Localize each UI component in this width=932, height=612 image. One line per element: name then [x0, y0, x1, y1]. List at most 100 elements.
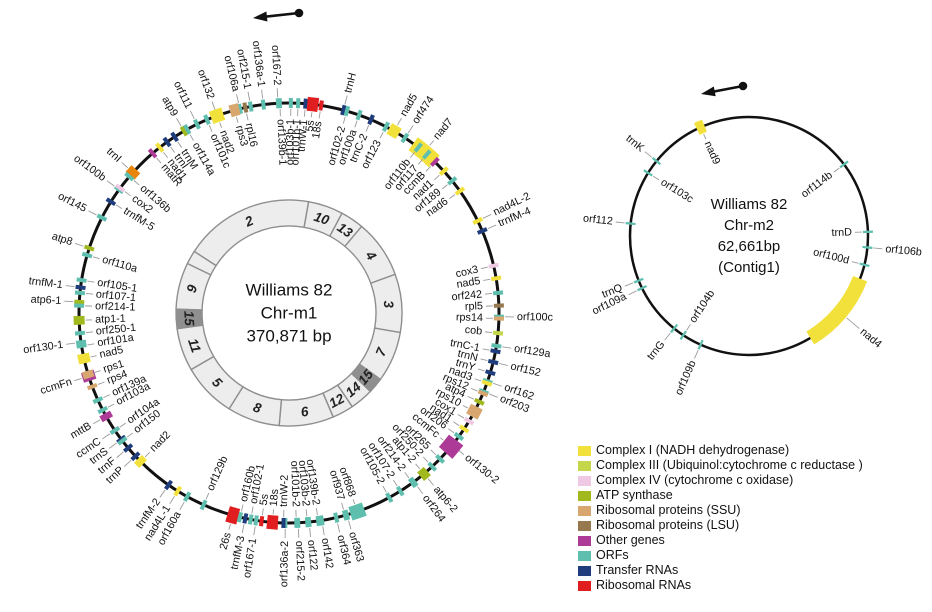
- gene-leader-trnfM-2: [159, 489, 166, 498]
- gene-block-trnC-1: [490, 348, 501, 355]
- gene-block-orf206: [453, 431, 465, 442]
- gene-block-cox3: [488, 262, 499, 269]
- legend-item-rrna: Ribosomal RNAs: [578, 578, 863, 593]
- gene-block-orf214-2: [407, 477, 418, 489]
- gene-block-nad1: [438, 166, 449, 176]
- gene-block-orf937: [341, 510, 349, 521]
- legend-swatch-lsu: [578, 520, 591, 531]
- gene-label-orf129a: orf129a: [513, 343, 551, 361]
- gene-leader-mttB: [92, 419, 101, 425]
- gene-leader-orf189: [441, 184, 448, 190]
- gene-leader-orf265: [430, 449, 437, 456]
- gene-leader-trnP: [124, 459, 132, 467]
- gene-block-rps3: [228, 103, 241, 118]
- gene-leader-cox1: [457, 414, 465, 419]
- gene-leader-orf100d: [851, 261, 859, 264]
- gene-block-trnY: [484, 369, 496, 377]
- gene-label-atp6-1: atp6-1: [30, 293, 61, 307]
- gene-leader-orf474: [407, 125, 414, 134]
- gene-leader-orf109a: [628, 290, 637, 296]
- gene-block-nad5: [386, 123, 402, 140]
- gene-leader-trnfM-1: [65, 285, 75, 288]
- gene-label-orf130-1: orf130-1: [23, 339, 64, 356]
- legend: Complex I (NADH dehydrogenase) Complex II…: [578, 443, 863, 593]
- ring-segment-number-12: 12: [327, 390, 348, 411]
- chr-m1-title-line-2: Chr-m1: [261, 304, 318, 323]
- gene-label-orf250-1: orf250-1: [95, 322, 136, 338]
- gene-label-atp9: atp9: [159, 94, 180, 118]
- gene-label-orf167-2: orf167-2: [269, 45, 283, 86]
- gene-block-cox2: [114, 183, 126, 193]
- ring-segment-number-9: 9: [184, 283, 200, 294]
- gene-block-orf189: [447, 176, 458, 186]
- gene-leader-nad4L-2: [482, 213, 492, 219]
- legend-item-c1: Complex I (NADH dehydrogenase): [578, 443, 863, 458]
- gene-block-orf102-1: [247, 514, 254, 525]
- direction-arrow-chr-m2-head: [701, 86, 716, 97]
- gene-block-orf123: [381, 121, 391, 133]
- gene-label-rps14: rps14: [456, 311, 483, 324]
- gene-label-orf242: orf242: [451, 288, 483, 303]
- gene-label-26s: 26s: [218, 531, 234, 552]
- gene-leader-trnC-1: [482, 348, 490, 351]
- legend-item-lsu: Ribosomal proteins (LSU): [578, 518, 863, 533]
- legend-label-rrna: Ribosomal RNAs: [596, 578, 692, 592]
- gene-label-nad5: nad5: [456, 275, 482, 291]
- gene-block-26s: [225, 506, 241, 525]
- gene-label-orf136a-2: orf136a-2: [278, 541, 291, 587]
- gene-label-orf103c: orf103c: [658, 176, 695, 206]
- gene-leader-nad6: [449, 194, 456, 199]
- gene-block-trnI: [125, 165, 141, 180]
- gene-leader-18s: [318, 111, 321, 119]
- gene-block-trnM: [170, 131, 180, 143]
- chr-m1-title-line-1: Williams 82: [246, 281, 333, 300]
- gene-label-mttB: mttB: [68, 420, 93, 441]
- legend-label-trna: Transfer RNAs: [596, 563, 679, 577]
- gene-leader-trnS: [109, 442, 117, 449]
- gene-block-nad7: [408, 137, 440, 168]
- gene-label-nad2: nad2: [148, 429, 173, 454]
- gene-block-atp9: [179, 125, 189, 137]
- legend-label-atp: ATP synthase: [596, 488, 673, 502]
- gene-leader-orf129b: [205, 492, 210, 500]
- gene-label-nad9: nad9: [702, 139, 723, 166]
- legend-label-c4: Complex IV (cytochrome c oxidase): [596, 473, 794, 487]
- gene-leader-orf109b: [694, 350, 699, 359]
- gene-block-orf109a: [637, 284, 648, 292]
- gene-block-rpl16: [242, 102, 249, 113]
- gene-label-orf103b-1: orf103b-1: [284, 119, 296, 165]
- gene-leader-orf114b: [833, 167, 840, 173]
- gene-label-rpl16: rpl16: [243, 122, 260, 148]
- gene-label-rps1: rps1: [102, 358, 126, 376]
- gene-block-cob: [492, 330, 504, 336]
- gene-leader-orf167-1: [253, 526, 256, 536]
- gene-block-orf117: [422, 149, 432, 160]
- gene-block-trnP: [130, 451, 141, 462]
- gene-leader-orf103c: [652, 175, 660, 181]
- gene-block-orf103b-2: [304, 517, 310, 528]
- legend-item-c4: Complex IV (cytochrome c oxidase): [578, 473, 863, 488]
- gene-leader-nad5: [483, 278, 491, 281]
- gene-block-trnD: [862, 230, 873, 234]
- legend-swatch-other: [578, 535, 591, 546]
- gene-leader-orf129a: [502, 346, 512, 349]
- gene-block-trnF: [122, 443, 134, 453]
- gene-block-nad5: [77, 352, 91, 365]
- gene-block-trnW-2: [281, 517, 286, 528]
- gene-leader-trnW-1: [304, 109, 306, 117]
- gene-label-orf132: orf132: [195, 68, 217, 101]
- gene-leader-orf264: [417, 486, 424, 495]
- gene-leader-trnfM-5: [115, 204, 123, 209]
- legend-item-atp: ATP synthase: [578, 488, 863, 503]
- gene-leader-orf107-1: [85, 292, 93, 295]
- legend-item-trna: Transfer RNAs: [578, 563, 863, 578]
- gene-block-orf474: [400, 132, 410, 144]
- gene-label-trnN: trnN: [456, 348, 479, 364]
- gene-leader-nad2: [219, 122, 223, 129]
- gene-label-orf122: orf122: [305, 539, 320, 571]
- gene-leader-orf102-1: [251, 506, 254, 514]
- gene-leader-cox2: [124, 191, 131, 197]
- gene-block-rpl5: [493, 303, 504, 308]
- legend-swatch-orf: [578, 550, 591, 561]
